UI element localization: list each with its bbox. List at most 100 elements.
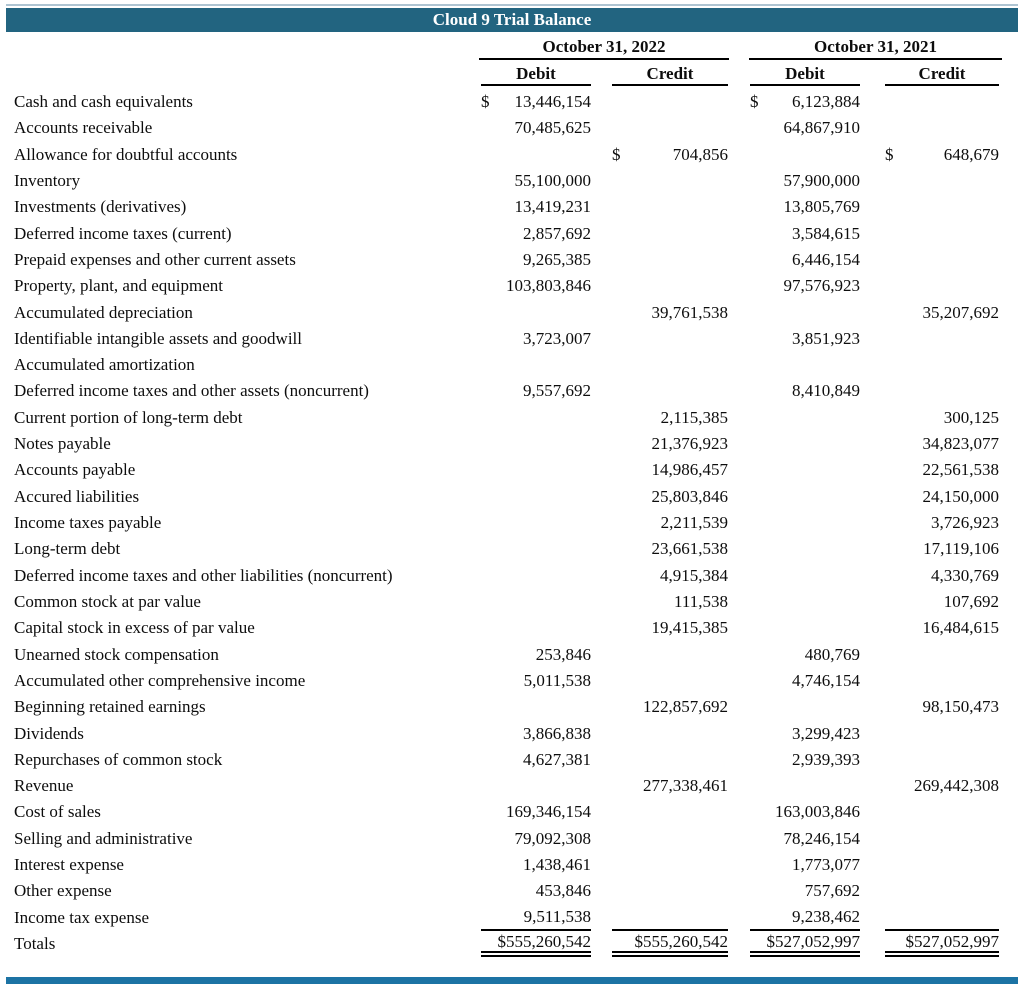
- account-label: Notes payable: [14, 434, 111, 454]
- account-label: Long-term debt: [14, 539, 121, 559]
- amount-value: 300,125: [943, 407, 999, 427]
- account-label: Cost of sales: [14, 802, 101, 822]
- table-row: Accounts payable 14,986,457 22,561,538: [0, 457, 1024, 483]
- amount-value: 4,627,381: [523, 749, 591, 769]
- account-label: Selling and administrative: [14, 828, 193, 848]
- table-row: Cash and cash equivalents $13,446,154 $6…: [0, 89, 1024, 115]
- account-label: Deferred income taxes (current): [14, 223, 232, 243]
- amount-value: 3,851,923: [792, 328, 860, 348]
- amount-value: 269,442,308: [914, 776, 999, 796]
- amount-cell-credit-2021: [885, 826, 999, 852]
- amount-cell-debit-2021: [750, 563, 860, 589]
- amount-cell-debit-2022: 253,846: [481, 642, 591, 668]
- amount-cell-credit-2022: [612, 194, 728, 220]
- amount-value: $527,052,997: [905, 932, 1000, 951]
- amount-cell-credit-2022: 21,376,923: [612, 431, 729, 457]
- column-header-debit-2021: Debit: [750, 63, 860, 86]
- amount-cell-credit-2021: [885, 878, 999, 904]
- amount-value: 21,376,923: [651, 434, 729, 454]
- account-label: Dividends: [14, 723, 84, 743]
- account-label: Revenue: [14, 776, 74, 796]
- amount-cell-credit-2021: [885, 273, 999, 299]
- amount-cell-credit-2022: [612, 747, 728, 773]
- amount-cell-credit-2021: [885, 194, 999, 220]
- amount-value: 16,484,615: [922, 618, 1000, 638]
- account-label: Accured liabilities: [14, 486, 140, 506]
- amount-cell-credit-2022: [612, 168, 728, 194]
- amount-value: 8,410,849: [792, 381, 860, 401]
- column-group-2022: October 31, 2022: [479, 36, 729, 60]
- amount-value: 648,679: [943, 144, 999, 164]
- amount-value: 3,723,007: [523, 328, 591, 348]
- amount-value: 55,100,000: [514, 170, 592, 190]
- amount-cell-credit-2021: [885, 326, 999, 352]
- table-row: Repurchases of common stock 4,627,381 2,…: [0, 747, 1024, 773]
- amount-value: 39,761,538: [651, 302, 729, 322]
- account-label: Other expense: [14, 881, 112, 901]
- amount-cell-debit-2022: 169,346,154: [481, 799, 591, 825]
- account-label: Accounts payable: [14, 460, 136, 480]
- amount-cell-debit-2021: 2,939,393: [750, 747, 860, 773]
- amount-value: 2,211,539: [660, 513, 728, 532]
- amount-cell-debit-2021: 9,238,462: [750, 905, 860, 931]
- account-label: Common stock at par value: [14, 591, 201, 611]
- amount-cell-debit-2021: 1,773,077: [750, 852, 860, 878]
- amount-cell-debit-2021: 3,851,923: [750, 326, 860, 352]
- amount-cell-credit-2022: [612, 799, 728, 825]
- dollar-sign: $: [612, 144, 621, 164]
- amount-value: 23,661,538: [651, 539, 729, 559]
- amount-cell-credit-2021: $648,679: [885, 142, 999, 168]
- amount-cell-debit-2022: 9,265,385: [481, 247, 591, 273]
- amount-cell-debit-2022: [481, 589, 591, 615]
- table-row: Identifiable intangible assets and goodw…: [0, 326, 1024, 352]
- amount-cell-debit-2022: [481, 142, 591, 168]
- amount-cell-debit-2021: 480,769: [750, 642, 860, 668]
- amount-cell-credit-2021: [885, 378, 999, 404]
- amount-cell-credit-2022: 122,857,692: [612, 694, 728, 720]
- amount-value: 111,538: [674, 591, 728, 611]
- column-header-debit-2022: Debit: [481, 63, 591, 86]
- amount-cell-credit-2022: [612, 378, 728, 404]
- amount-cell-debit-2021: [750, 300, 860, 326]
- amount-value: 103,803,846: [506, 276, 591, 296]
- account-label: Unearned stock compensation: [14, 644, 219, 664]
- amount-cell-debit-2021: 8,410,849: [750, 378, 860, 404]
- amount-cell-debit-2022: [481, 536, 591, 562]
- amount-cell-credit-2022: [612, 115, 728, 141]
- account-label: Accumulated amortization: [14, 355, 195, 375]
- amount-value: 3,299,423: [792, 723, 860, 743]
- account-label: Investments (derivatives): [14, 197, 187, 217]
- column-group-2021-label: October 31, 2021: [814, 37, 937, 56]
- amount-value: 17,119,106: [923, 539, 999, 559]
- account-label: Allowance for doubtful accounts: [14, 144, 238, 164]
- amount-cell-debit-2021: [750, 510, 860, 536]
- amount-cell-credit-2021: [885, 721, 999, 747]
- column-header-credit-2021: Credit: [885, 63, 999, 86]
- amount-cell-credit-2021: $527,052,997: [885, 931, 1000, 958]
- amount-cell-credit-2021: 107,692: [885, 589, 999, 615]
- amount-cell-debit-2022: $555,260,542: [481, 931, 591, 958]
- bottom-accent-bar: [6, 977, 1018, 984]
- account-label: Accumulated other comprehensive income: [14, 670, 306, 690]
- amount-cell-credit-2022: 39,761,538: [612, 300, 729, 326]
- amount-cell-debit-2022: [481, 615, 591, 641]
- table-row: Accured liabilities 25,803,846 24,150,00…: [0, 484, 1024, 510]
- amount-cell-debit-2021: 97,576,923: [750, 273, 861, 299]
- amount-value: 25,803,846: [651, 486, 729, 506]
- amount-cell-debit-2022: [481, 457, 591, 483]
- account-label: Property, plant, and equipment: [14, 276, 223, 296]
- table-row: Dividends 3,866,838 3,299,423: [0, 721, 1024, 747]
- amount-cell-credit-2021: [885, 89, 999, 115]
- amount-cell-credit-2022: 2,115,385: [612, 405, 728, 431]
- table-row: Income tax expense 9,511,538 9,238,462: [0, 905, 1024, 931]
- table-row: Property, plant, and equipment 103,803,8…: [0, 273, 1024, 299]
- account-label: Interest expense: [14, 855, 124, 875]
- amount-cell-credit-2021: [885, 642, 999, 668]
- amount-value: 9,511,538: [523, 906, 591, 926]
- amount-value: 22,561,538: [922, 460, 1000, 480]
- amount-cell-debit-2021: [750, 536, 860, 562]
- amount-cell-credit-2022: [612, 352, 728, 378]
- amount-cell-credit-2021: [885, 352, 999, 378]
- account-label: Income taxes payable: [14, 513, 162, 532]
- amount-cell-credit-2021: 98,150,473: [885, 694, 1000, 720]
